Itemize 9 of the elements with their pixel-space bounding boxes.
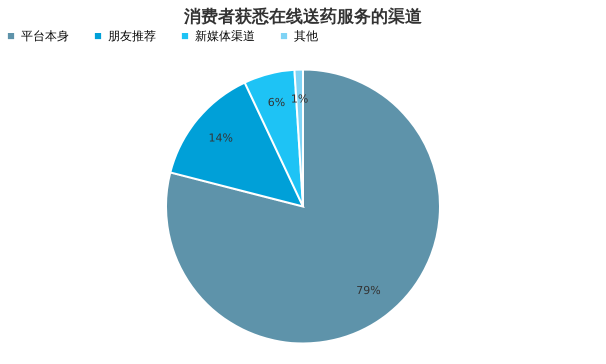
legend-label: 平台本身 bbox=[21, 29, 69, 44]
chart-title: 消费者获悉在线送药服务的渠道 bbox=[183, 7, 422, 27]
legend-label: 朋友推荐 bbox=[108, 29, 156, 44]
legend-label: 新媒体渠道 bbox=[195, 29, 255, 44]
data-label: 6% bbox=[268, 96, 286, 109]
data-label: 79% bbox=[356, 284, 381, 297]
pie-slice bbox=[165, 68, 441, 344]
data-label: 14% bbox=[208, 131, 233, 144]
legend-label: 其他 bbox=[294, 29, 318, 44]
